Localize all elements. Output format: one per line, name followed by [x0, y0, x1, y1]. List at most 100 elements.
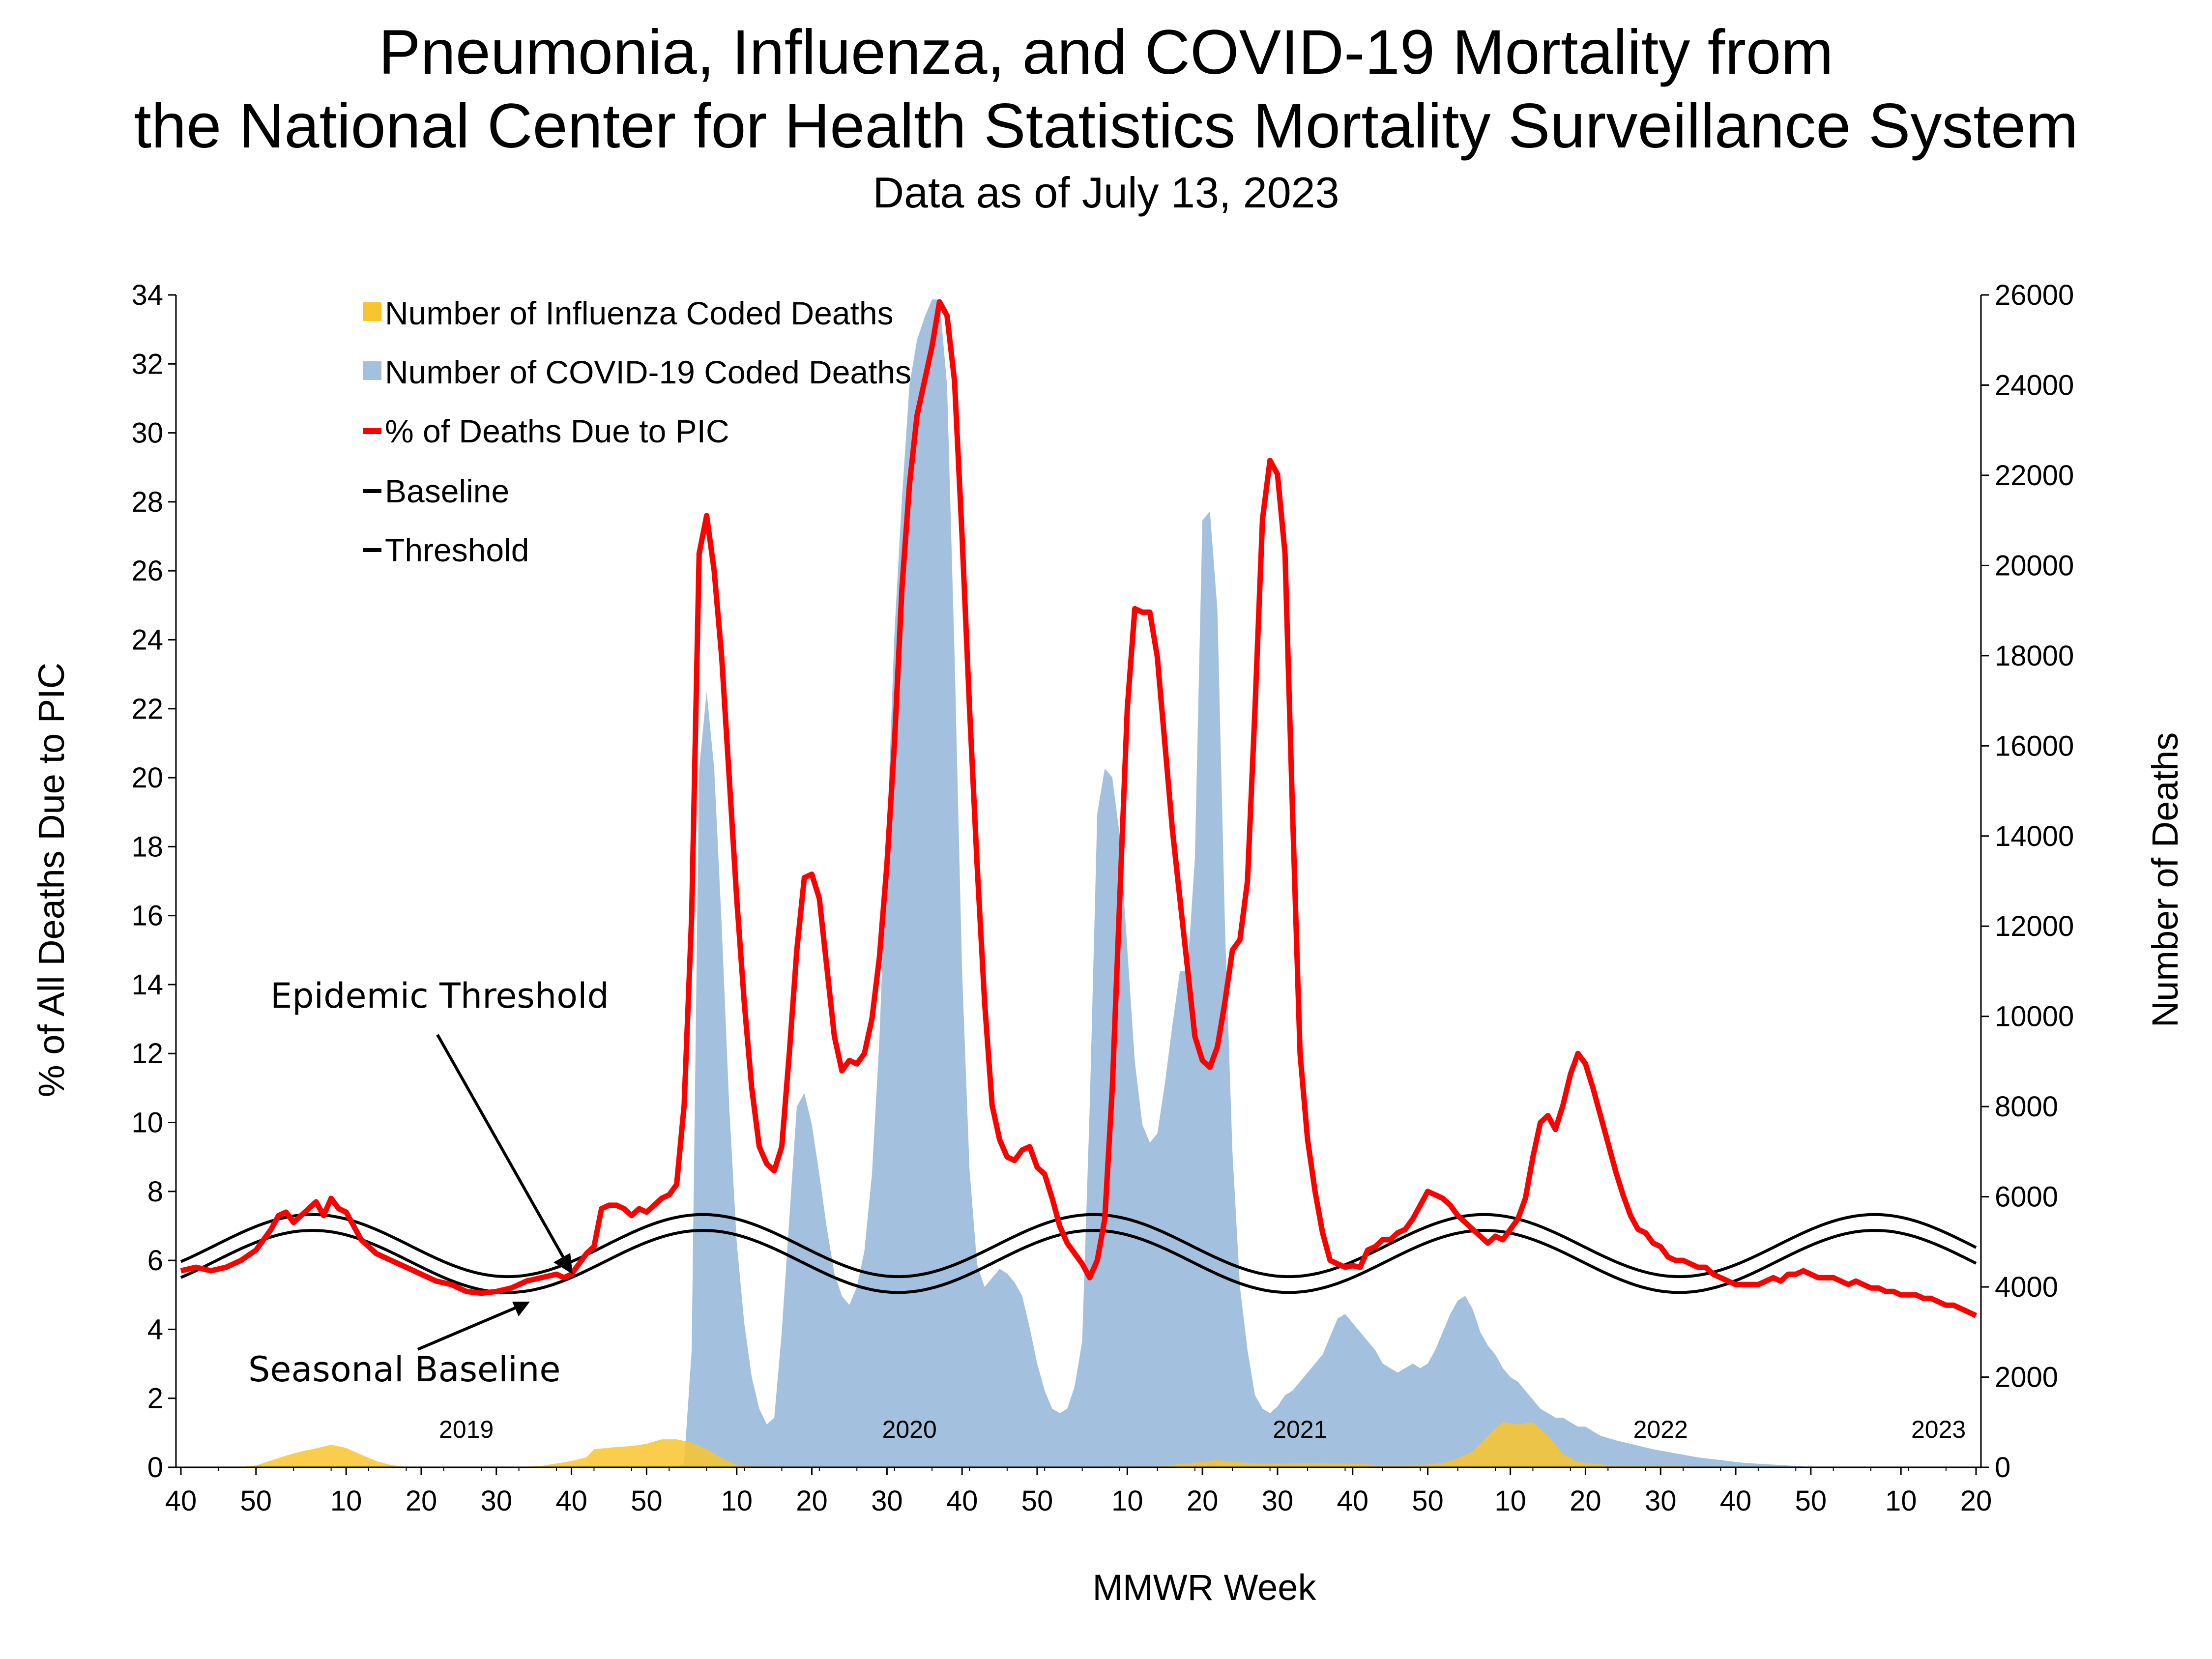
y-left-tick-label: 24: [131, 624, 163, 656]
y-left-tick-label: 22: [131, 693, 163, 725]
y-axis-right-label: Number of Deaths: [2145, 732, 2185, 1028]
y-left-tick-label: 18: [131, 831, 163, 863]
x-tick-label: 50: [1412, 1485, 1444, 1517]
y-right-tick-label: 12000: [1995, 910, 2074, 942]
y-right-tick-label: 22000: [1995, 460, 2074, 492]
x-tick-label: 40: [555, 1485, 587, 1517]
baseline-line: [180, 1229, 1977, 1294]
legend-swatch-covid: [363, 361, 381, 380]
x-tick-label: 20: [1187, 1485, 1219, 1517]
y-right-tick-label: 2000: [1995, 1362, 2058, 1394]
y-left-tick-label: 20: [131, 762, 163, 794]
annotation-arrow-threshold: [436, 1034, 567, 1262]
y-right-tick-label: 0: [1995, 1452, 2010, 1484]
x-tick-label: 40: [1337, 1485, 1368, 1517]
annotation-arrowhead-threshold: [553, 1253, 573, 1274]
line-layer: [180, 299, 1978, 1318]
axes: [175, 295, 1982, 1468]
year-label: 2021: [1273, 1416, 1327, 1443]
chart-title-line2: the National Center for Health Statistic…: [134, 91, 2078, 161]
year-label: 2023: [1911, 1416, 1966, 1443]
x-ticks: 40 50 10 20 30 40 50 10 20 30 40 50 10 20 30 40 50 10 20 30…: [165, 1467, 1992, 1517]
y-left-tick-label: 0: [147, 1452, 163, 1484]
baseline-layer: [180, 1213, 1977, 1294]
legend-label-pic: % of Deaths Due to PIC: [385, 413, 729, 449]
x-tick-label: 10: [1494, 1485, 1526, 1517]
annotation-epidemic-threshold: Epidemic Threshold: [270, 976, 609, 1016]
x-tick-label: 30: [481, 1485, 513, 1517]
y-left-tick-label: 6: [147, 1245, 163, 1277]
y-axis-left-label: % of All Deaths Due to PIC: [31, 663, 72, 1097]
x-tick-label: 20: [1960, 1485, 1992, 1517]
x-tick-label: 10: [721, 1485, 753, 1517]
y-left-tick-label: 2: [147, 1383, 163, 1415]
legend: Number of Influenza Coded Deaths Number …: [363, 295, 911, 568]
y-right-tick-label: 16000: [1995, 730, 2074, 762]
year-label: 2022: [1633, 1416, 1688, 1443]
legend-swatch-influenza: [363, 302, 381, 321]
area-layer: [181, 299, 1976, 1468]
threshold-line: [180, 1213, 1977, 1279]
y-left-tick-label: 14: [131, 969, 163, 1001]
x-tick-label: 10: [1885, 1485, 1917, 1517]
x-tick-label: 20: [406, 1485, 437, 1517]
y-right-tick-label: 14000: [1995, 820, 2074, 852]
x-tick-label: 30: [871, 1485, 903, 1517]
legend-item-pic: % of Deaths Due to PIC: [363, 413, 729, 449]
x-tick-label: 30: [1262, 1485, 1294, 1517]
legend-label-baseline: Baseline: [385, 473, 509, 509]
x-tick-label: 40: [165, 1485, 197, 1517]
legend-label-threshold: Threshold: [385, 532, 529, 568]
x-tick-label: 50: [1021, 1485, 1053, 1517]
chart-title: Pneumonia, Influenza, and COVID-19 Morta…: [378, 17, 1834, 87]
chart-subtitle: Data as of July 13, 2023: [873, 168, 1339, 217]
x-tick-label: 50: [631, 1485, 663, 1517]
annotations: Epidemic Threshold Seasonal Baseline: [248, 976, 609, 1390]
legend-item-threshold: Threshold: [363, 532, 529, 568]
x-tick-label: 20: [796, 1485, 828, 1517]
x-axis-label: MMWR Week: [1093, 1567, 1317, 1608]
annotation-arrowhead-baseline: [512, 1302, 530, 1316]
y-left-tick-label: 12: [131, 1038, 163, 1070]
y-left-tick-label: 8: [147, 1176, 163, 1208]
y-right-tick-label: 10000: [1995, 1001, 2074, 1033]
legend-item-covid: Number of COVID-19 Coded Deaths: [363, 354, 911, 390]
x-tick-label: 10: [1111, 1485, 1143, 1517]
x-tick-label: 20: [1570, 1485, 1601, 1517]
legend-label-covid: Number of COVID-19 Coded Deaths: [385, 354, 911, 390]
y-right-tick-label: 4000: [1995, 1271, 2058, 1303]
x-tick-label: 10: [330, 1485, 362, 1517]
legend-label-influenza: Number of Influenza Coded Deaths: [385, 295, 894, 331]
y-left-tick-label: 10: [131, 1107, 163, 1139]
legend-item-baseline: Baseline: [363, 473, 509, 509]
y-right-tick-label: 18000: [1995, 640, 2074, 672]
x-tick-label: 50: [1795, 1485, 1827, 1517]
influenza-deaths-area: [181, 1422, 1976, 1467]
annotation-seasonal-baseline: Seasonal Baseline: [248, 1349, 560, 1390]
year-labels: 2019 2020 2021 2022 2023: [439, 1416, 1966, 1443]
year-label: 2019: [439, 1416, 494, 1443]
x-tick-label: 30: [1645, 1485, 1677, 1517]
y-left-tick-label: 34: [131, 279, 163, 311]
year-label: 2020: [882, 1416, 937, 1443]
y-left-tick-label: 16: [131, 900, 163, 932]
y-right-tick-label: 20000: [1995, 550, 2074, 582]
right-ticks: 0 2000 4000 6000 8000 10000 12000 14000 16000 180…: [1981, 279, 2074, 1484]
x-tick-label: 50: [240, 1485, 272, 1517]
legend-item-influenza: Number of Influenza Coded Deaths: [363, 295, 894, 331]
y-left-tick-label: 32: [131, 348, 163, 380]
y-left-tick-label: 4: [147, 1313, 163, 1345]
x-tick-label: 40: [1720, 1485, 1752, 1517]
annotation-arrow-baseline: [417, 1306, 517, 1351]
y-right-tick-label: 6000: [1995, 1181, 2058, 1213]
x-tick-label: 40: [946, 1485, 978, 1517]
y-right-tick-label: 24000: [1995, 369, 2074, 401]
y-right-tick-label: 26000: [1995, 279, 2074, 311]
y-left-tick-label: 26: [131, 555, 163, 587]
y-left-tick-label: 30: [131, 417, 163, 449]
pic-line: [180, 299, 1978, 1318]
y-right-tick-label: 8000: [1995, 1091, 2058, 1123]
y-left-tick-label: 28: [131, 486, 163, 518]
